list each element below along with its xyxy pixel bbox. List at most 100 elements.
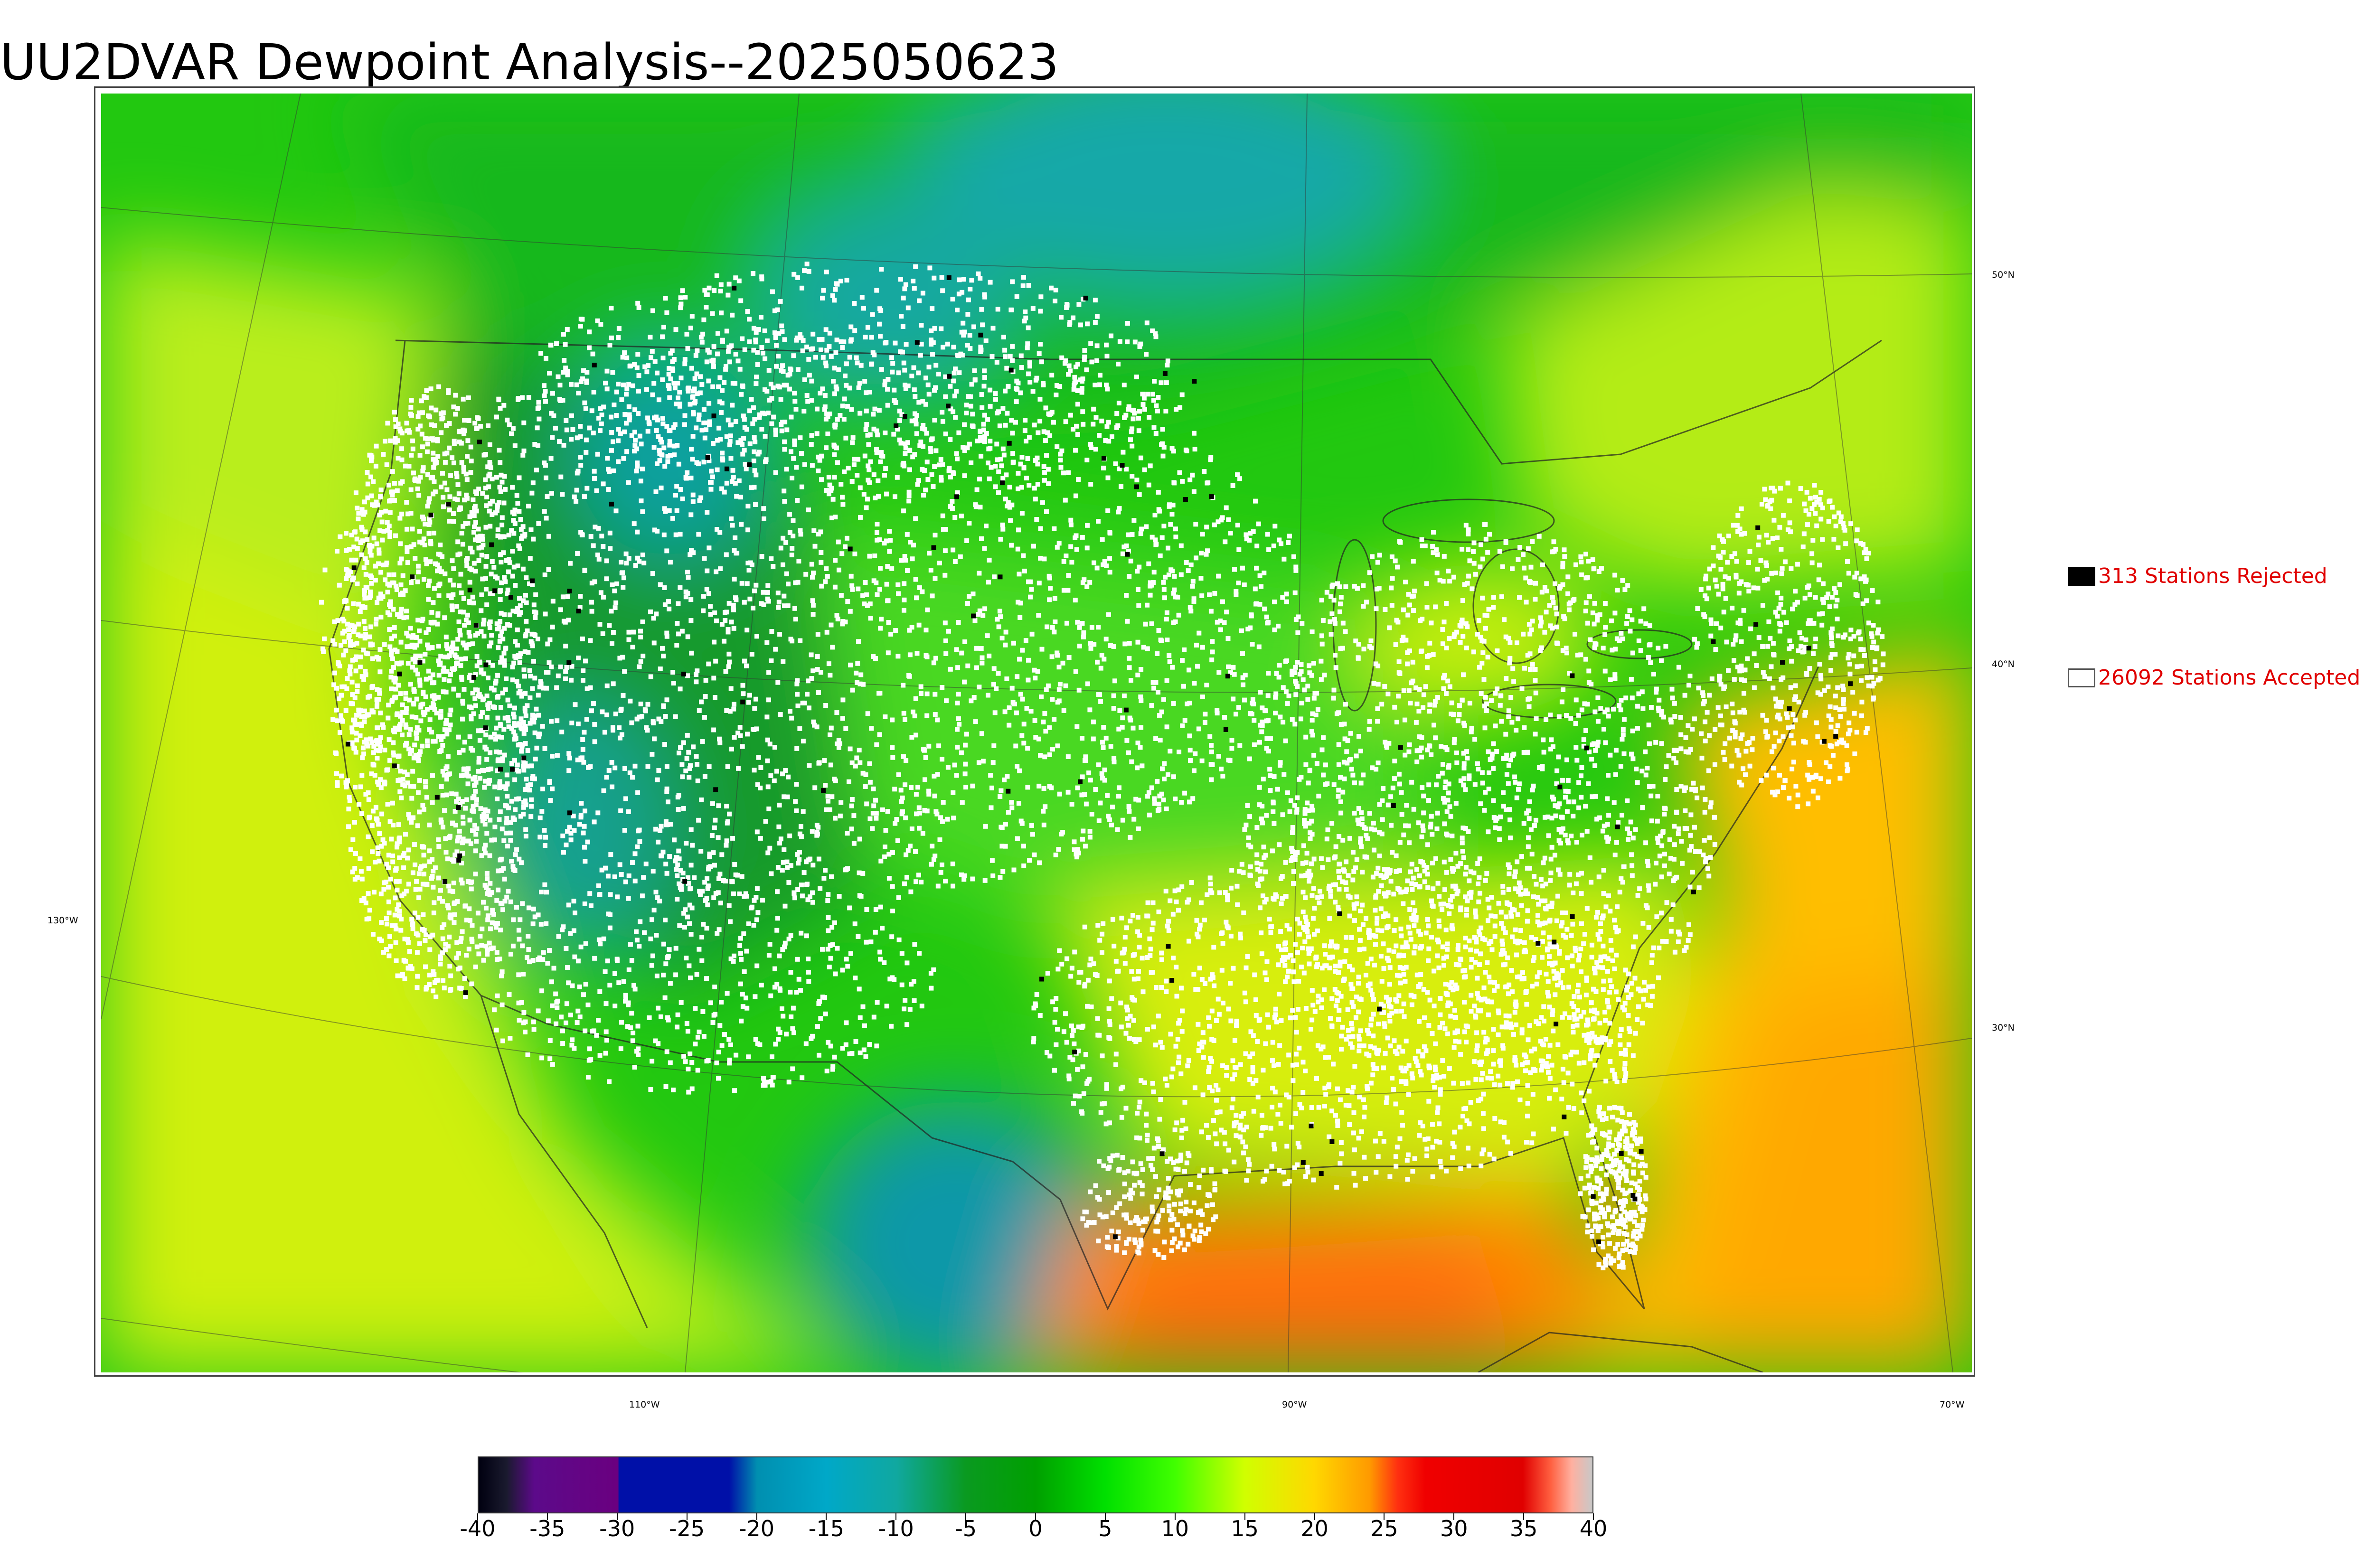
station-marker [604, 368, 610, 374]
station-marker [1334, 711, 1339, 716]
station-marker [1527, 865, 1532, 871]
station-marker [490, 663, 495, 668]
station-marker [542, 828, 547, 833]
station-marker [1321, 735, 1326, 740]
station-marker [427, 717, 433, 723]
station-marker [394, 926, 398, 931]
station-marker [514, 797, 519, 802]
station-marker [806, 507, 811, 513]
station-marker [405, 780, 410, 786]
station-marker [1219, 766, 1224, 771]
station-marker [1169, 512, 1175, 517]
station-marker [994, 441, 999, 447]
station-marker [1625, 798, 1630, 803]
station-marker [1413, 720, 1419, 725]
station-marker [1518, 928, 1523, 933]
station-marker [514, 493, 519, 498]
station-marker [664, 822, 669, 827]
station-marker [353, 668, 358, 674]
station-marker [386, 715, 391, 721]
station-marker [1564, 650, 1569, 656]
station-marker [1331, 687, 1337, 693]
station-marker [1538, 623, 1543, 629]
station-marker [622, 828, 627, 833]
station-marker [1453, 962, 1459, 967]
station-marker [452, 920, 457, 925]
station-marker [1044, 509, 1049, 514]
station-marker [620, 655, 625, 660]
station-marker [858, 515, 863, 520]
station-marker [980, 759, 986, 764]
station-marker [873, 798, 878, 803]
station-marker [1291, 554, 1296, 559]
station-marker [1522, 666, 1527, 671]
station-marker [1595, 740, 1601, 745]
station-marker [481, 900, 486, 905]
station-marker [406, 882, 411, 887]
station-marker [871, 803, 876, 808]
station-marker [1437, 1075, 1442, 1080]
station-marker [559, 729, 565, 734]
station-marker [452, 912, 457, 917]
station-marker [723, 669, 728, 674]
map-frame[interactable] [94, 86, 1975, 1377]
station-marker [1085, 681, 1090, 686]
station-marker [1697, 849, 1702, 854]
station-marker [335, 718, 340, 723]
station-marker [1396, 953, 1402, 958]
station-marker [1477, 891, 1482, 896]
station-marker [367, 634, 372, 639]
station-marker [461, 640, 466, 646]
station-marker [874, 742, 879, 747]
station-marker [484, 714, 490, 720]
station-marker [1204, 525, 1209, 530]
station-marker [413, 752, 418, 758]
station-marker [1026, 579, 1031, 584]
station-marker [1699, 731, 1704, 736]
station-marker [471, 601, 476, 606]
station-marker [504, 894, 509, 900]
station-marker [499, 868, 504, 873]
station-marker [377, 831, 382, 836]
station-marker [727, 439, 733, 444]
station-marker [488, 817, 493, 823]
station-marker [1545, 814, 1551, 819]
station-marker [425, 441, 430, 447]
station-marker [1088, 646, 1093, 651]
station-marker [1340, 646, 1345, 651]
station-marker [637, 664, 642, 669]
station-marker [391, 607, 396, 612]
station-marker [1276, 944, 1281, 949]
station-marker [1493, 723, 1498, 729]
station-marker [838, 741, 842, 746]
station-marker [865, 603, 870, 608]
station-marker [523, 761, 528, 766]
station-marker [476, 728, 481, 733]
station-marker [524, 777, 529, 782]
station-marker [627, 415, 632, 420]
station-marker [511, 711, 516, 716]
station-marker [951, 547, 956, 553]
station-marker [339, 693, 344, 698]
station-marker [1432, 699, 1438, 704]
station-marker [464, 477, 470, 482]
station-marker [373, 621, 378, 627]
station-marker [689, 548, 694, 553]
station-marker [815, 406, 820, 412]
station-marker [1093, 415, 1099, 420]
dewpoint-analysis-map[interactable] [101, 94, 1972, 1372]
station-marker [616, 382, 621, 387]
station-marker [1358, 836, 1363, 841]
station-marker [499, 522, 505, 527]
station-marker [761, 506, 766, 511]
station-marker [546, 534, 551, 539]
station-marker [515, 643, 520, 648]
station-marker [690, 499, 696, 504]
station-marker [429, 610, 434, 615]
station-marker [1423, 684, 1428, 689]
station-marker [1461, 751, 1466, 756]
station-marker [1303, 824, 1308, 829]
station-marker [1630, 650, 1635, 656]
station-marker [809, 442, 814, 447]
station-marker [1692, 825, 1697, 830]
